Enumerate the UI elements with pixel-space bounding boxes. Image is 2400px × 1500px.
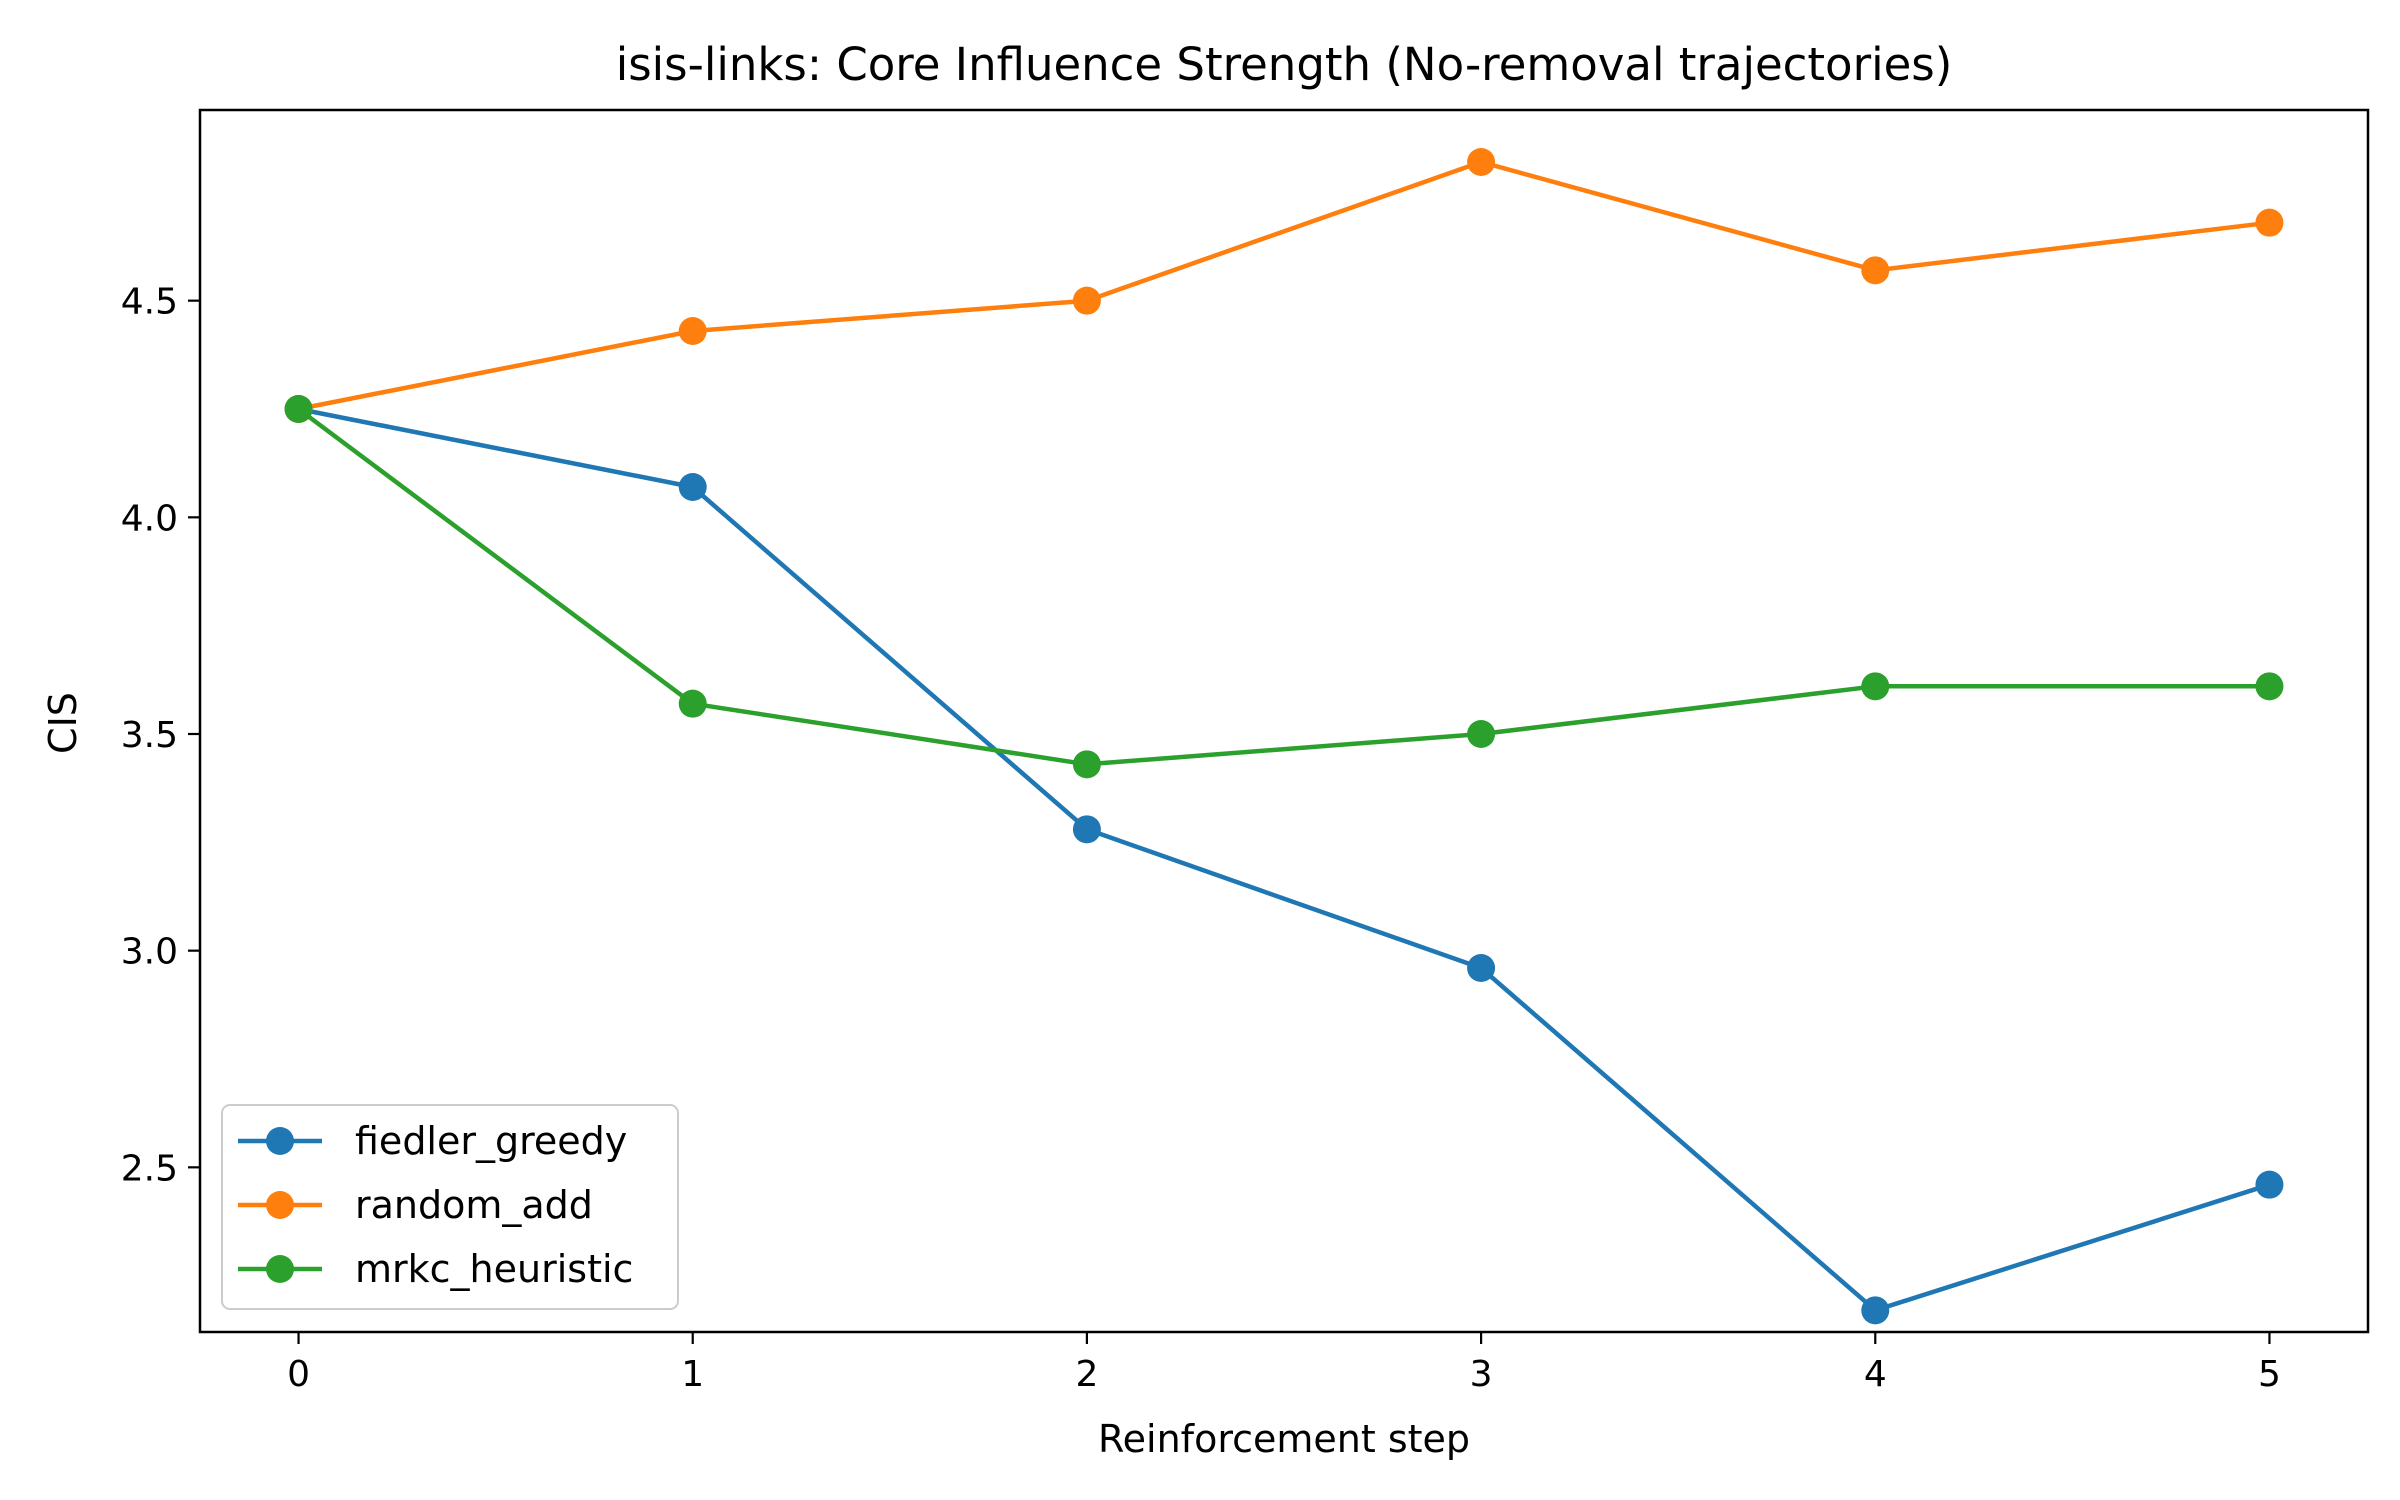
x-tick-label: 1 xyxy=(681,1354,704,1395)
legend: fiedler_greedy random_add mrkc_heuristic xyxy=(221,1104,679,1310)
y-tick-label: 2.5 xyxy=(121,1148,178,1189)
series-line-mrkc_heuristic xyxy=(297,407,2270,767)
y-tick-label: 4.0 xyxy=(121,498,178,539)
legend-label-random_add: random_add xyxy=(355,1183,593,1227)
x-tick-label: 4 xyxy=(1864,1354,1887,1395)
data-point-mrkc_heuristic-0 xyxy=(284,395,313,423)
data-point-fiedler_greedy-3 xyxy=(1467,954,1496,982)
data-point-mrkc_heuristic-2 xyxy=(1072,750,1101,779)
data-point-fiedler_greedy-1 xyxy=(678,473,707,501)
series-line-fiedler_greedy xyxy=(298,406,2271,1313)
x-tick-label: 3 xyxy=(1470,1354,1493,1395)
series-mrkc_heuristic xyxy=(284,395,2284,779)
data-point-random_add-5 xyxy=(2255,208,2284,237)
legend-label-mrkc_heuristic: mrkc_heuristic xyxy=(355,1247,633,1291)
x-axis-label: Reinforcement step xyxy=(1098,1417,1470,1461)
data-point-random_add-1 xyxy=(678,317,707,345)
y-axis-label: CIS xyxy=(41,692,85,754)
legend-marker-fiedler_greedy xyxy=(266,1127,294,1155)
data-point-random_add-3 xyxy=(1467,148,1496,176)
data-point-fiedler_greedy-2 xyxy=(1072,815,1101,844)
chart-title: isis-links: Core Influence Strength (No-… xyxy=(616,38,1953,91)
data-point-random_add-4 xyxy=(1861,256,1890,285)
data-point-fiedler_greedy-4 xyxy=(1861,1296,1890,1325)
data-point-random_add-2 xyxy=(1072,286,1101,315)
legend-box xyxy=(221,1104,679,1310)
x-tick-label: 0 xyxy=(287,1354,310,1395)
data-point-mrkc_heuristic-4 xyxy=(1861,672,1890,701)
y-tick-label: 3.5 xyxy=(121,715,178,756)
data-point-mrkc_heuristic-1 xyxy=(678,689,707,718)
series-line-random_add xyxy=(298,159,2270,412)
data-point-mrkc_heuristic-5 xyxy=(2255,672,2284,701)
data-point-fiedler_greedy-5 xyxy=(2255,1170,2284,1199)
y-tick-label: 4.5 xyxy=(121,282,178,323)
y-tick-label: 3.0 xyxy=(121,932,178,973)
x-tick-label: 5 xyxy=(2258,1354,2281,1395)
plot-frame xyxy=(198,108,2370,1334)
legend-marker-random_add xyxy=(266,1191,294,1219)
legend-marker-mrkc_heuristic xyxy=(266,1255,294,1283)
plot-area: 0 1 2 3 4 5 2.5 3.0 3.5 4.0 4.5 fiedler_greedyrando… xyxy=(121,108,2370,1395)
data-point-mrkc_heuristic-3 xyxy=(1467,720,1496,748)
x-tick-label: 2 xyxy=(1075,1354,1098,1395)
legend-label-fiedler_greedy: fiedler_greedy xyxy=(355,1119,627,1163)
